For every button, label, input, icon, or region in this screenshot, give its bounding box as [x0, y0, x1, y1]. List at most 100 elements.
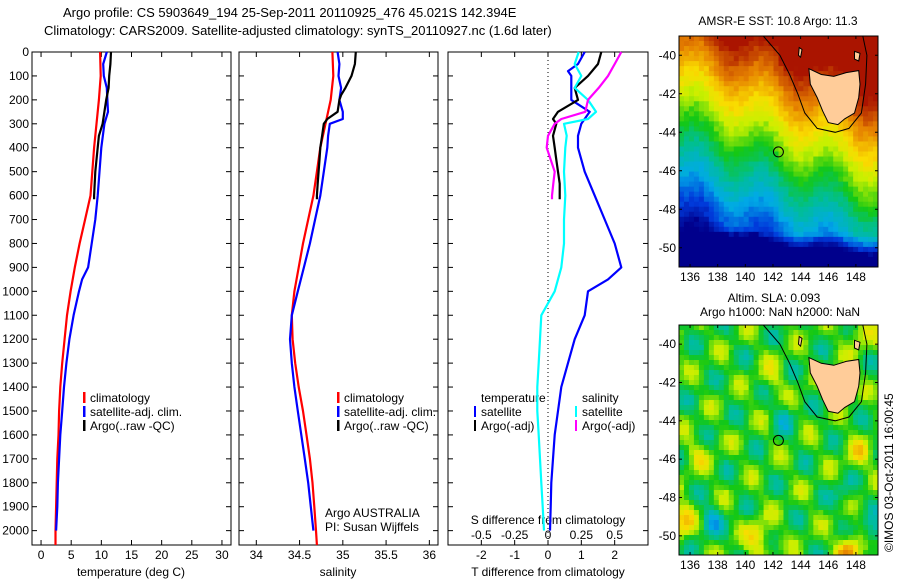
heatmap-cell [698, 435, 705, 441]
heatmap-cell [748, 151, 755, 158]
heatmap-cell [778, 505, 784, 511]
heatmap-cell [718, 96, 725, 102]
heatmap-cell [738, 241, 745, 248]
heatmap-cell [778, 410, 784, 416]
heatmap-cell [863, 231, 869, 238]
y-tick-label: 1400 [2, 380, 29, 394]
heatmap-cell [833, 126, 839, 132]
heatmap-cell [778, 166, 784, 173]
heatmap-cell [693, 545, 700, 551]
y-tick-label: 2000 [2, 524, 29, 538]
heatmap-cell [683, 385, 690, 391]
heatmap-cell [718, 480, 725, 486]
heatmap-cell [723, 41, 730, 47]
heatmap-cell [733, 91, 740, 97]
heatmap-cell [708, 151, 715, 158]
heatmap-cell [873, 450, 879, 456]
heatmap-cell [718, 470, 725, 476]
heatmap-cell [828, 410, 834, 416]
heatmap-cell [778, 46, 784, 52]
heatmap-cell [713, 510, 720, 516]
heatmap-cell [863, 166, 869, 173]
heatmap-cell [813, 550, 819, 556]
heatmap-cell [693, 101, 700, 107]
heatmap-cell [773, 191, 779, 198]
heatmap-cell [788, 395, 794, 401]
heatmap-cell [748, 355, 755, 361]
heatmap-cell [728, 325, 735, 331]
heatmap-cell [703, 161, 710, 168]
heatmap-cell [733, 176, 740, 183]
heatmap-cell [788, 505, 794, 511]
heatmap-cell [703, 445, 710, 451]
heatmap-cell [683, 131, 690, 137]
heatmap-cell [818, 151, 824, 158]
heatmap-cell [838, 475, 844, 481]
x2-tick-label: 0.25 [570, 528, 594, 542]
heatmap-cell [758, 166, 765, 173]
heatmap-cell [833, 505, 839, 511]
heatmap-cell [753, 256, 760, 263]
heatmap-cell [773, 420, 779, 426]
heatmap-cell [808, 380, 814, 386]
heatmap-cell [733, 246, 740, 253]
heatmap-cell [768, 370, 775, 376]
heatmap-cell [783, 56, 789, 62]
heatmap-cell [743, 81, 750, 87]
heatmap-cell [828, 151, 834, 158]
heatmap-cell [758, 96, 765, 102]
heatmap-cell [728, 440, 735, 446]
heatmap-cell [698, 91, 705, 97]
heatmap-cell [733, 445, 740, 451]
heatmap-cell [738, 545, 745, 551]
heatmap-cell [728, 146, 735, 152]
heatmap-cell [738, 350, 745, 356]
heatmap-cell [823, 505, 829, 511]
heatmap-cell [838, 151, 844, 158]
heatmap-cell [723, 211, 730, 218]
heatmap-cell [848, 510, 854, 516]
heatmap-cell [843, 226, 849, 233]
heatmap-cell [783, 500, 789, 506]
heatmap-cell [713, 46, 720, 52]
heatmap-cell [698, 480, 705, 486]
heatmap-cell [748, 236, 755, 243]
heatmap-cell [733, 231, 740, 238]
heatmap-cell [733, 141, 740, 147]
heatmap-cell [868, 405, 874, 411]
heatmap-cell [858, 435, 864, 441]
heatmap-cell [679, 325, 685, 331]
heatmap-cell [763, 236, 770, 243]
heatmap-cell [683, 525, 690, 531]
heatmap-cell [838, 330, 844, 336]
heatmap-cell [688, 41, 695, 47]
heatmap-cell [838, 166, 844, 173]
heatmap-cell [728, 340, 735, 346]
heatmap-cell [853, 126, 859, 132]
heatmap-cell [708, 236, 715, 243]
heatmap-cell [823, 231, 829, 238]
heatmap-cell [679, 370, 685, 376]
heatmap-cell [833, 36, 839, 42]
heatmap-cell [833, 530, 839, 536]
heatmap-cell [788, 86, 794, 92]
heatmap-cell [758, 550, 765, 556]
heatmap-cell [788, 161, 794, 168]
heatmap-cell [758, 365, 765, 371]
heatmap-cell [818, 485, 824, 491]
heatmap-cell [788, 535, 794, 541]
heatmap-cell [718, 66, 725, 72]
heatmap-cell [723, 540, 730, 546]
heatmap-cell [858, 510, 864, 516]
heatmap-cell [843, 550, 849, 556]
heatmap-cell [679, 156, 685, 163]
heatmap-cell [713, 181, 720, 188]
x-tick-label: 15 [125, 548, 139, 562]
heatmap-cell [803, 425, 809, 431]
tasmania-land [808, 67, 861, 126]
heatmap-cell [863, 51, 869, 57]
heatmap-cell [868, 246, 874, 253]
heatmap-cell [693, 36, 700, 42]
heatmap-cell [773, 56, 779, 62]
heatmap-cell [708, 450, 715, 456]
